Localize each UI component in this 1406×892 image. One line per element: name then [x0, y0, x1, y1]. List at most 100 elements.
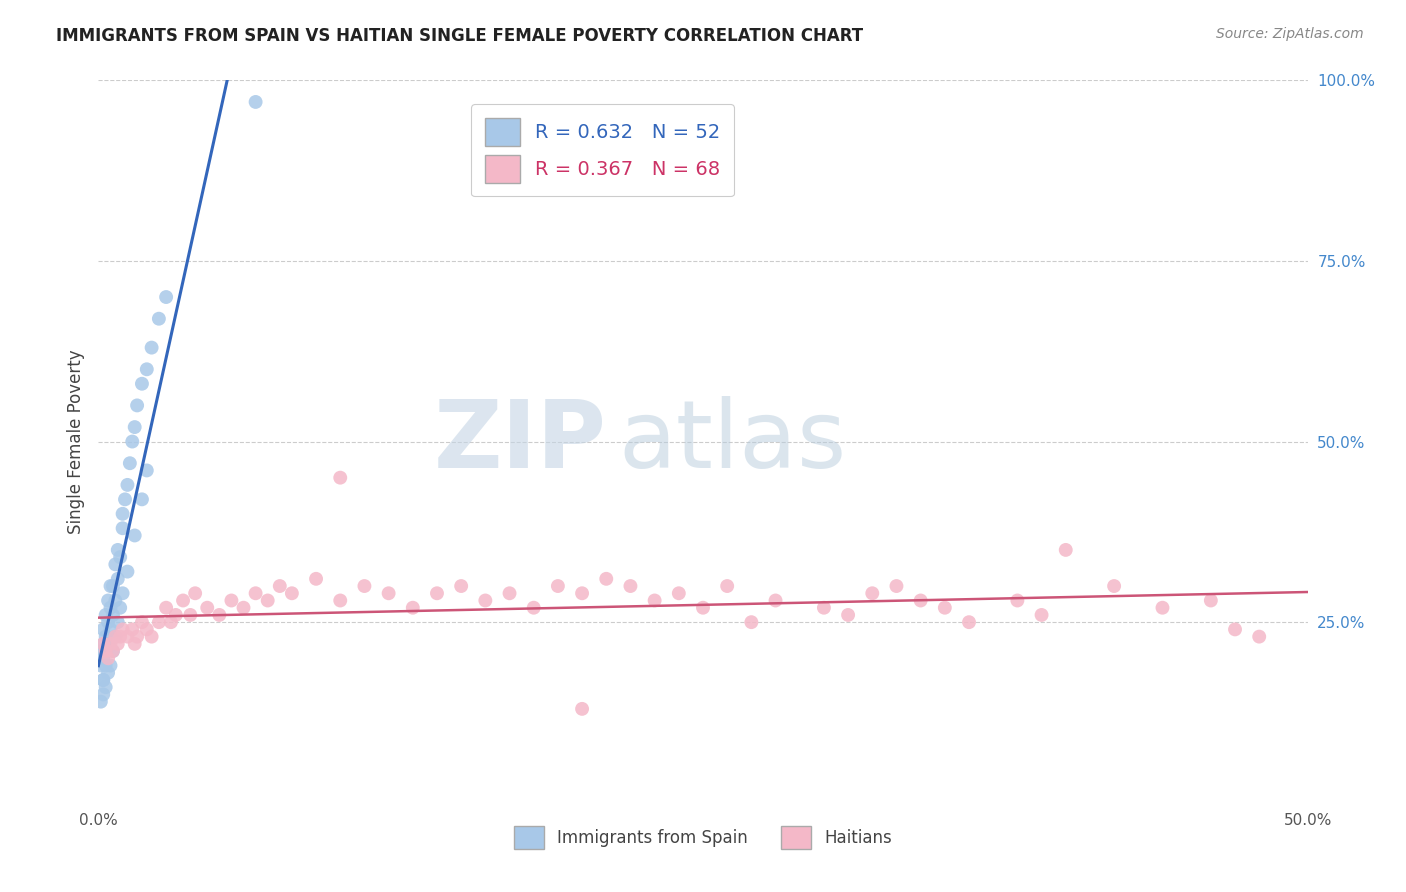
Point: [101, 607, 124, 622]
Point: [97, 615, 120, 630]
Point: [107, 615, 129, 630]
Y-axis label: Single Female Poverty: Single Female Poverty: [66, 350, 84, 533]
Point: [155, 290, 177, 304]
Point: [107, 542, 129, 557]
Point: [595, 572, 617, 586]
Point: [765, 593, 787, 607]
Point: [716, 579, 738, 593]
Point: [104, 593, 127, 607]
Point: [111, 586, 134, 600]
Point: [97, 665, 120, 680]
Point: [97, 637, 120, 651]
Point: [353, 579, 375, 593]
Point: [94, 630, 117, 644]
Point: [668, 586, 690, 600]
Point: [114, 492, 136, 507]
Point: [97, 651, 120, 665]
Text: atlas: atlas: [619, 395, 846, 488]
Point: [91, 673, 114, 687]
Point: [547, 579, 569, 593]
Point: [886, 579, 908, 593]
Point: [1102, 579, 1125, 593]
Point: [498, 586, 520, 600]
Point: [1199, 593, 1222, 607]
Text: ZIP: ZIP: [433, 395, 606, 488]
Point: [1054, 542, 1077, 557]
Point: [571, 702, 593, 716]
Point: [101, 644, 124, 658]
Point: [329, 470, 352, 484]
Point: [104, 630, 127, 644]
Point: [100, 623, 122, 637]
Point: [107, 572, 129, 586]
Point: [127, 398, 149, 412]
Point: [90, 658, 112, 673]
Point: [117, 478, 139, 492]
Point: [101, 644, 124, 658]
Point: [131, 492, 153, 507]
Point: [121, 623, 143, 637]
Point: [90, 695, 112, 709]
Point: [108, 600, 131, 615]
Point: [111, 521, 134, 535]
Point: [160, 615, 183, 630]
Point: [91, 623, 114, 637]
Point: [104, 558, 127, 572]
Point: [837, 607, 859, 622]
Point: [245, 586, 267, 600]
Point: [100, 579, 122, 593]
Point: [305, 572, 328, 586]
Point: [135, 623, 157, 637]
Point: [91, 651, 114, 665]
Point: [141, 341, 163, 355]
Point: [813, 600, 835, 615]
Point: [450, 579, 472, 593]
Point: [127, 630, 149, 644]
Point: [184, 586, 207, 600]
Point: [121, 434, 143, 449]
Point: [94, 607, 117, 622]
Point: [118, 456, 141, 470]
Point: [571, 586, 593, 600]
Point: [91, 637, 114, 651]
Point: [195, 600, 218, 615]
Point: [107, 637, 129, 651]
Point: [269, 579, 291, 593]
Point: [256, 593, 278, 607]
Point: [100, 600, 122, 615]
Point: [208, 607, 231, 622]
Point: [100, 637, 122, 651]
Point: [402, 600, 425, 615]
Point: [108, 550, 131, 565]
Point: [94, 644, 117, 658]
Point: [94, 658, 117, 673]
Point: [474, 593, 496, 607]
Point: [94, 680, 117, 694]
Point: [860, 586, 883, 600]
Point: [131, 376, 153, 391]
Point: [740, 615, 762, 630]
Point: [141, 630, 163, 644]
Point: [172, 593, 194, 607]
Point: [111, 623, 134, 637]
Text: Source: ZipAtlas.com: Source: ZipAtlas.com: [1216, 27, 1364, 41]
Point: [135, 463, 157, 477]
Point: [124, 637, 146, 651]
Text: IMMIGRANTS FROM SPAIN VS HAITIAN SINGLE FEMALE POVERTY CORRELATION CHART: IMMIGRANTS FROM SPAIN VS HAITIAN SINGLE …: [56, 27, 863, 45]
Point: [94, 644, 117, 658]
Point: [1223, 623, 1246, 637]
Point: [108, 630, 131, 644]
Point: [692, 600, 714, 615]
Point: [124, 420, 146, 434]
Point: [1249, 630, 1271, 644]
Legend: Immigrants from Spain, Haitians: Immigrants from Spain, Haitians: [508, 819, 898, 856]
Point: [148, 311, 170, 326]
Point: [1152, 600, 1174, 615]
Point: [101, 579, 124, 593]
Point: [148, 615, 170, 630]
Point: [377, 586, 399, 600]
Point: [281, 586, 304, 600]
Point: [117, 630, 139, 644]
Point: [619, 579, 641, 593]
Point: [100, 658, 122, 673]
